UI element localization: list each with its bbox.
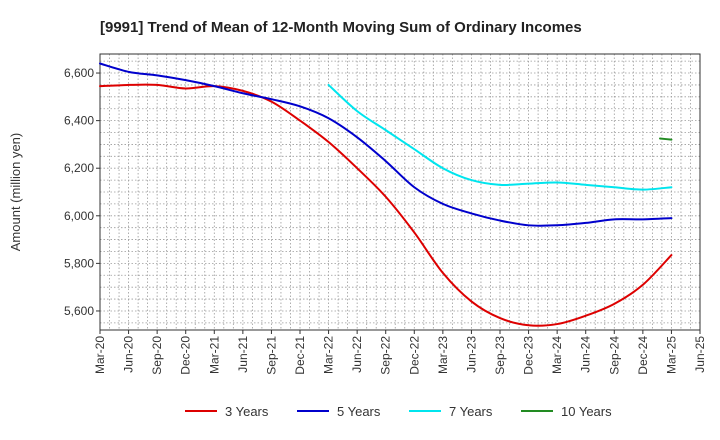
y-tick-label: 5,600 [64,304,94,318]
series-line-5-years [99,62,673,227]
x-tick-label: Jun-20 [122,336,136,373]
x-tick-label: Sep-24 [607,336,621,375]
legend-label: 5 Years [337,404,381,419]
x-tick-label: Dec-22 [407,336,421,375]
x-tick-label: Dec-24 [636,336,650,375]
x-tick-label: Mar-22 [322,336,336,374]
legend-label: 10 Years [561,404,612,419]
plot-frame [99,53,701,331]
x-tick-label: Sep-22 [379,336,393,375]
y-axis: 5,600 5,800 6,000 6,200 6,400 6,600 [64,66,100,318]
legend-label: 7 Years [449,404,493,419]
y-tick-label: 6,000 [64,209,94,223]
x-tick-label: Mar-20 [93,336,107,374]
x-tick-label: Mar-23 [436,336,450,374]
series-line-10-years [659,137,673,141]
series-line-3-years [99,83,673,327]
y-tick-label: 6,400 [64,114,94,128]
x-tick-label: Dec-23 [522,336,536,375]
chart-title: [9991] Trend of Mean of 12-Month Moving … [100,19,582,36]
x-tick-label: Jun-22 [350,336,364,373]
x-tick-label: Jun-23 [464,336,478,373]
series-line-7-years [327,83,673,191]
x-tick-label: Mar-25 [664,336,678,374]
x-tick-label: Dec-20 [179,336,193,375]
x-tick-label: Sep-21 [264,336,278,375]
y-tick-label: 5,800 [64,256,94,270]
x-tick-label: Dec-21 [293,336,307,375]
x-tick-label: Jun-25 [693,336,707,373]
legend-label: 3 Years [225,404,269,419]
y-tick-label: 6,600 [64,66,94,80]
x-tick-label: Jun-21 [236,336,250,373]
x-tick-label: Sep-20 [150,336,164,375]
x-tick-label: Mar-24 [550,336,564,374]
x-tick-label: Sep-23 [493,336,507,375]
series-lines [99,62,673,327]
x-tick-label: Mar-21 [207,336,221,374]
y-axis-label: Amount (million yen) [8,133,23,252]
y-tick-label: 6,200 [64,161,94,175]
legend: 3 Years 5 Years 7 Years 10 Years [185,404,612,419]
grid [100,54,700,330]
x-axis: Mar-20 Jun-20 Sep-20 Dec-20 Mar-21 Jun-21 Sep-… [93,330,707,375]
x-tick-label: Jun-24 [579,336,593,373]
